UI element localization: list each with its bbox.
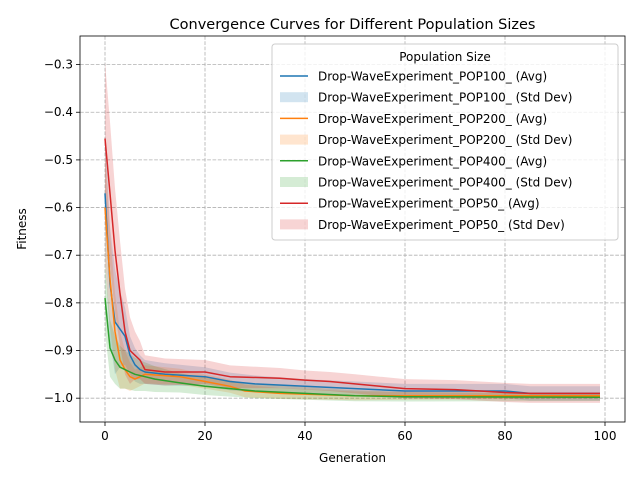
x-axis-label: Generation bbox=[319, 451, 386, 465]
x-tick-label: 60 bbox=[397, 429, 412, 443]
legend-band-swatch bbox=[280, 134, 308, 145]
x-tick-label: 100 bbox=[594, 429, 617, 443]
y-tick-label: −1.0 bbox=[44, 391, 73, 405]
x-tick-label: 80 bbox=[497, 429, 512, 443]
legend-label-std: Drop-WaveExperiment_POP100_ (Std Dev) bbox=[318, 91, 572, 105]
y-tick-label: −0.9 bbox=[44, 344, 73, 358]
avg-lines bbox=[104, 138, 601, 398]
axis-ticks: 0 20 40 60 80 100 −1.0 −0.9 −0.8 −0.7 −0.6 −0.5 −0.4… bbox=[44, 58, 617, 443]
legend: Population Size Drop-WaveExperiment_POP1… bbox=[271, 43, 619, 241]
legend-label-std: Drop-WaveExperiment_POP200_ (Std Dev) bbox=[318, 133, 572, 147]
y-tick-label: −0.3 bbox=[44, 58, 73, 72]
y-tick-label: −0.6 bbox=[44, 201, 73, 215]
chart-title: Convergence Curves for Different Populat… bbox=[170, 17, 536, 33]
y-axis-label: Fitness bbox=[15, 208, 29, 250]
legend-box bbox=[271, 43, 619, 241]
axes-frame bbox=[79, 35, 626, 423]
std-band-drop-waveexperimentpop50 bbox=[105, 62, 600, 403]
x-tick-label: 0 bbox=[101, 429, 109, 443]
legend-band-swatch bbox=[280, 219, 308, 230]
legend-label-std: Drop-WaveExperiment_POP50_ (Std Dev) bbox=[318, 218, 565, 232]
legend-band-swatch bbox=[280, 177, 308, 187]
y-tick-label: −0.7 bbox=[44, 248, 73, 262]
y-tick-label: −0.8 bbox=[44, 296, 73, 310]
avg-line-drop-waveexperimentpop100 bbox=[104, 193, 600, 395]
legend-band-swatch bbox=[280, 92, 308, 103]
y-tick-label: −0.4 bbox=[44, 105, 73, 119]
legend-label-avg: Drop-WaveExperiment_POP400_ (Avg) bbox=[318, 154, 547, 168]
y-tick-label: −0.5 bbox=[44, 153, 73, 167]
legend-title: Population Size bbox=[399, 50, 491, 64]
x-tick-label: 40 bbox=[297, 429, 312, 443]
legend-label-avg: Drop-WaveExperiment_POP50_ (Avg) bbox=[318, 197, 540, 211]
avg-line-drop-waveexperimentpop400 bbox=[104, 298, 601, 398]
avg-line-drop-waveexperimentpop50 bbox=[104, 138, 600, 395]
legend-label-std: Drop-WaveExperiment_POP400_ (Std Dev) bbox=[318, 176, 572, 190]
legend-label-avg: Drop-WaveExperiment_POP200_ (Avg) bbox=[318, 112, 547, 126]
legend-label-avg: Drop-WaveExperiment_POP100_ (Avg) bbox=[318, 70, 547, 84]
x-tick-label: 20 bbox=[197, 429, 212, 443]
legend-entries: Drop-WaveExperiment_POP100_ (Avg) Drop-Wa… bbox=[280, 70, 572, 232]
std-band-drop-waveexperimentpop400 bbox=[105, 264, 600, 402]
